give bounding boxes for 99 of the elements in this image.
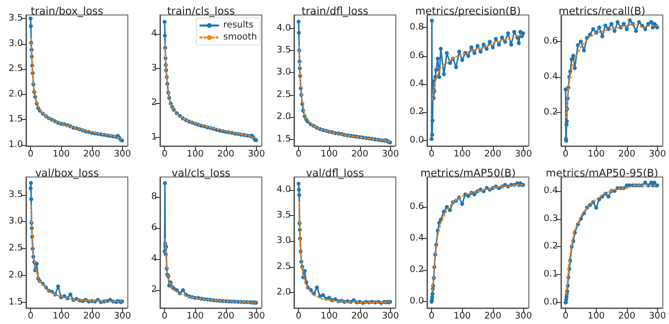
y-tick-label: 4 (151, 254, 158, 264)
x-tick-label: 300 (515, 312, 533, 322)
y-tick-label: 0.2 (544, 242, 558, 252)
y-tick-label: 0.1 (544, 270, 558, 280)
x-tick-label: 0 (295, 150, 302, 160)
y-tick-label: 1 (151, 132, 157, 142)
y-tick-label: 3 (151, 63, 157, 74)
x-tick-label: 100 (52, 150, 70, 160)
x-tick-label: 100 (454, 312, 472, 322)
x-tick-label: 0 (162, 312, 168, 322)
y-tick-label: 1.5 (8, 114, 23, 125)
legend-label: results (223, 20, 254, 30)
chart-title: train/box_loss (30, 6, 104, 18)
y-tick-label: 0.0 (544, 297, 558, 308)
y-tick-label: 3.0 (276, 68, 291, 78)
x-tick-label: 200 (83, 150, 101, 160)
y-tick-label: 0.3 (544, 214, 558, 224)
x-tick-label: 300 (649, 150, 666, 160)
x-tick-label: 200 (217, 312, 234, 322)
x-tick-label: 300 (248, 312, 266, 322)
y-tick-label: 0.4 (410, 79, 425, 90)
x-tick-label: 0 (429, 150, 436, 160)
y-tick-label: 4.0 (276, 23, 291, 34)
x-tick-label: 100 (588, 150, 606, 160)
y-tick-label: 1.5 (276, 134, 291, 144)
x-tick-label: 200 (217, 150, 234, 160)
y-tick-label: 0.4 (544, 186, 558, 196)
x-tick-label: 100 (588, 312, 606, 322)
chart-title: metrics/mAP50-95(B) (546, 168, 658, 180)
y-tick-label: 3.5 (8, 14, 23, 24)
x-tick-label: 200 (618, 150, 636, 160)
legend-label: smooth (223, 32, 257, 42)
y-tick-label: 3.5 (276, 46, 291, 56)
y-tick-label: 0.2 (410, 265, 424, 276)
x-tick-label: 300 (114, 312, 132, 322)
y-tick-label: 0.0 (410, 135, 425, 146)
y-tick-label: 2.5 (276, 90, 291, 100)
y-tick-label: 2.0 (276, 112, 291, 122)
chart-title: train/cls_loss (166, 6, 235, 18)
y-tick-label: 3.5 (8, 190, 23, 200)
x-tick-label: 0 (28, 312, 34, 322)
chart-title: val/box_loss (35, 168, 99, 180)
x-tick-label: 200 (350, 312, 368, 322)
x-tick-label: 0 (295, 312, 302, 322)
x-tick-label: 0 (429, 312, 436, 322)
x-tick-label: 300 (381, 312, 399, 322)
y-tick-label: 1.5 (8, 298, 23, 308)
y-tick-label: 0.2 (410, 107, 424, 118)
y-tick-label: 8 (151, 192, 158, 202)
y-tick-label: 2.5 (276, 262, 291, 272)
y-tick-label: 4 (151, 28, 158, 39)
y-tick-label: 2.5 (8, 64, 23, 74)
chart-title: val/dfl_loss (306, 168, 364, 180)
y-tick-label: 2.5 (8, 244, 23, 254)
y-tick-label: 3.0 (276, 236, 291, 246)
x-tick-label: 0 (562, 312, 569, 322)
x-tick-label: 100 (186, 312, 204, 322)
y-tick-label: 0.4 (410, 234, 425, 244)
y-tick-label: 0.4 (544, 72, 558, 82)
y-tick-label: 0.2 (544, 107, 558, 118)
y-tick-label: 1.0 (8, 140, 24, 150)
y-tick-label: 0.0 (410, 296, 425, 307)
x-tick-label: 100 (186, 150, 204, 160)
x-tick-label: 200 (83, 312, 101, 322)
x-tick-label: 100 (320, 312, 338, 322)
chart-title: metrics/mAP50(B) (420, 168, 516, 180)
y-tick-label: 0.6 (544, 36, 558, 47)
y-tick-label: 4.0 (276, 184, 291, 195)
chart-title: metrics/precision(B) (416, 6, 522, 18)
chart-title: train/dfl_loss (301, 6, 368, 18)
chart-title: val/cls_loss (171, 168, 230, 180)
chart-title: metrics/recall(B) (558, 6, 646, 18)
y-tick-label: 2 (151, 98, 157, 108)
x-tick-label: 100 (52, 312, 70, 322)
x-tick-label: 200 (484, 312, 502, 322)
x-tick-label: 0 (562, 150, 569, 160)
y-tick-label: 6 (151, 223, 158, 234)
x-tick-label: 300 (515, 150, 533, 160)
y-tick-label: 3.0 (8, 216, 24, 227)
x-tick-label: 200 (350, 150, 368, 160)
y-tick-label: 3.5 (276, 210, 291, 221)
x-tick-label: 0 (162, 150, 168, 160)
y-tick-label: 0.6 (410, 202, 425, 212)
y-tick-label: 2.0 (8, 270, 24, 281)
y-tick-label: 2 (151, 285, 157, 296)
y-tick-label: 0.6 (410, 50, 425, 61)
y-tick-label: 0.8 (410, 22, 425, 33)
x-tick-label: 300 (649, 312, 666, 322)
x-tick-label: 300 (248, 150, 266, 160)
x-tick-label: 100 (320, 150, 338, 160)
x-tick-label: 0 (28, 150, 34, 160)
x-tick-label: 300 (114, 150, 132, 160)
x-tick-label: 200 (484, 150, 502, 160)
y-tick-label: 2.0 (276, 288, 291, 298)
y-tick-label: 3.0 (8, 38, 24, 49)
y-tick-label: 2.0 (8, 89, 24, 100)
x-tick-label: 300 (381, 150, 399, 160)
x-tick-label: 200 (618, 312, 636, 322)
x-tick-label: 100 (454, 150, 472, 160)
